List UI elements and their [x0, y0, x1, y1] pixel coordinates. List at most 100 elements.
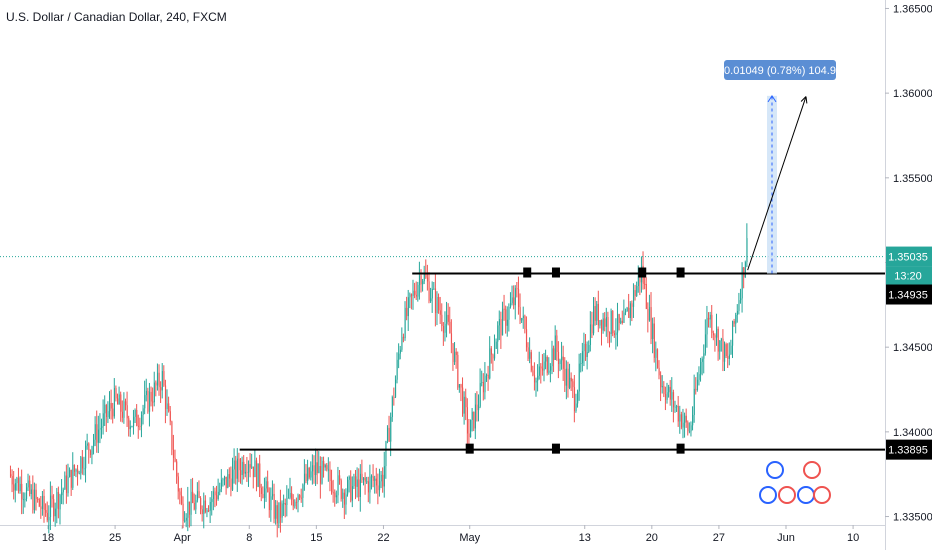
touch-marker [523, 267, 532, 278]
candle-body [591, 324, 593, 334]
candle-body [668, 386, 670, 393]
candle-body [661, 386, 663, 388]
candle-body [72, 465, 74, 488]
candle-body [391, 396, 393, 417]
candle-body [409, 294, 411, 298]
candle-body [372, 476, 374, 481]
candle-body [366, 481, 368, 483]
x-tick-label: May [459, 532, 480, 544]
candle-body [160, 387, 162, 391]
candle-body [498, 319, 500, 326]
candle-body [497, 325, 499, 342]
candle-body [26, 487, 28, 499]
candle-body [86, 443, 88, 446]
candle-body [110, 403, 112, 409]
candle-body [342, 492, 344, 499]
candle-body [542, 368, 544, 371]
candle-body [69, 469, 71, 477]
candle-body [511, 297, 513, 304]
candle-body [449, 321, 451, 334]
flag-icon [803, 461, 821, 479]
candle-body [438, 297, 440, 311]
candle-body [123, 401, 125, 418]
candle-body [377, 485, 379, 491]
candle-body [457, 354, 459, 388]
candle-body [323, 460, 325, 468]
candle-body [115, 388, 117, 399]
candle-body [471, 411, 473, 420]
candle-body [719, 340, 721, 352]
candle-body [94, 424, 96, 440]
candle-body [375, 478, 377, 486]
candle-body [628, 307, 630, 318]
candle-body [744, 262, 746, 278]
candle-body [534, 375, 536, 383]
candle-body [184, 520, 186, 522]
x-tick-label: 20 [646, 532, 658, 544]
candle-body [605, 317, 607, 327]
candle-body [260, 487, 262, 494]
touch-marker [638, 267, 647, 278]
candle-body [700, 361, 702, 375]
candle-body [406, 307, 408, 317]
candle-body [267, 481, 269, 493]
candle-body [315, 462, 317, 476]
candle-body [126, 405, 128, 419]
candle-body [439, 310, 441, 315]
candle-body [569, 377, 571, 388]
candle-body [577, 391, 579, 404]
candle-body [677, 406, 679, 422]
candle-body [78, 473, 80, 475]
candle-body [674, 406, 676, 408]
candle-body [644, 283, 646, 285]
candle-body [88, 443, 90, 451]
candle-body [18, 478, 20, 492]
candle-body [404, 307, 406, 339]
projection-arrow-head-icon [800, 96, 808, 104]
candle-body [682, 422, 684, 428]
candle-body [37, 498, 39, 500]
candle-body [174, 457, 176, 462]
candle-body [588, 345, 590, 353]
candle-body [692, 414, 694, 426]
candle-body [476, 404, 478, 411]
candle-body [288, 497, 290, 499]
current-price-label: 1.35035 [888, 252, 928, 264]
candle-body [134, 410, 136, 417]
candle-body [681, 414, 683, 428]
candle-body [687, 422, 689, 432]
candle-body [316, 462, 318, 474]
candle-body [524, 315, 526, 330]
candle-body [35, 489, 37, 499]
flag-icon [778, 486, 796, 504]
candle-body [430, 298, 432, 302]
candles [9, 223, 748, 538]
candle-body [415, 294, 417, 297]
candle-body [455, 351, 457, 355]
candle-body [251, 466, 253, 468]
candle-body [467, 407, 469, 434]
candle-body [278, 502, 280, 524]
candle-body [612, 310, 614, 334]
measure-label: 0.01049 (0.78%) 104.9 [724, 65, 836, 77]
plot-area [0, 0, 885, 525]
candle-body [195, 500, 197, 510]
level-price-label: 1.33895 [888, 445, 928, 457]
candle-body [169, 411, 171, 422]
candle-body [586, 352, 588, 358]
candle-body [264, 488, 266, 498]
candle-body [200, 497, 202, 510]
candle-body [224, 476, 226, 480]
candle-body [244, 471, 246, 474]
candle-body [673, 392, 675, 408]
candle-body [181, 495, 183, 504]
candle-body [629, 303, 631, 318]
candle-body [609, 332, 611, 335]
candle-body [527, 347, 529, 359]
candle-body [660, 375, 662, 388]
candle-body [500, 319, 502, 336]
candle-body [556, 335, 558, 352]
candle-body [324, 465, 326, 468]
